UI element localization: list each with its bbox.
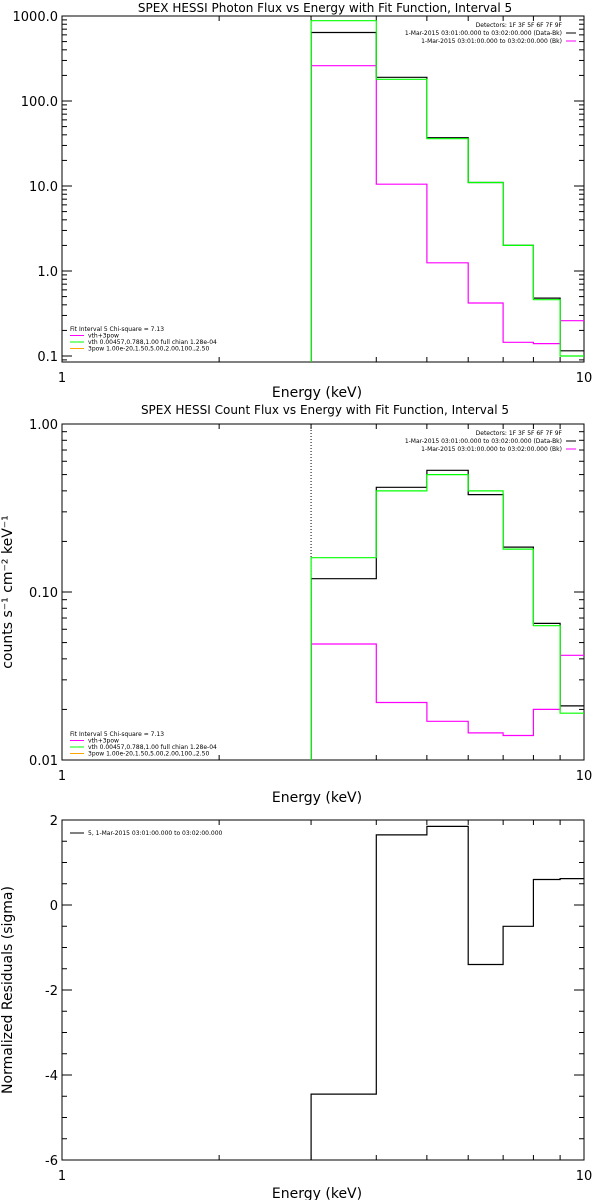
y-tick-label: 10.0 [29, 180, 58, 195]
y-tick-label: 1.00 [29, 418, 58, 433]
legend-left-entry: vth 0.00457,0.788,1.00 full chian 1.28e-… [88, 744, 217, 751]
y-tick-label: 0.1 [37, 350, 58, 365]
legend-right-entry: 1-Mar-2015 03:01:00.000 to 03:02:00.000 … [405, 438, 562, 445]
legend-right-entry: 1-Mar-2015 03:01:00.000 to 03:02:00.000 … [421, 446, 562, 453]
x-tick-label: 1 [58, 769, 66, 784]
legend-left-entry: 3pow 1.00e-20,1.50,5.00,2.00,100.,2.50 [88, 346, 209, 353]
chart-title: SPEX HESSI Count Flux vs Energy with Fit… [141, 403, 509, 417]
legend-left-entry: 3pow 1.00e-20,1.50,5.00,2.00,100.,2.50 [88, 751, 209, 758]
x-axis-label: Energy (keV) [272, 385, 362, 401]
y-tick-label: 0.10 [29, 586, 58, 601]
legend-left-entry: Fit Interval 5 Chi-square = 7.13 [70, 731, 164, 738]
x-tick-label: 1 [58, 371, 66, 386]
y-tick-label: -6 [45, 1154, 58, 1169]
x-axis-label: Energy (keV) [272, 1186, 362, 1200]
y-tick-label: 0 [50, 899, 58, 914]
legend-right-entry: 1-Mar-2015 03:01:00.000 to 03:02:00.000 … [405, 30, 562, 37]
chart-title: SPEX HESSI Photon Flux vs Energy with Fi… [138, 1, 512, 15]
legend-right-entry: Detectors: 1F 3F 5F 6F 7F 9F [476, 22, 563, 29]
legend-right-entry: 1-Mar-2015 03:01:00.000 to 03:02:00.000 … [421, 38, 562, 45]
legend-left-entry: Fit Interval 5 Chi-square = 7.13 [70, 326, 164, 333]
y-tick-label: -4 [45, 1069, 58, 1084]
legend-right-entry: Detectors: 1F 3F 5F 6F 7F 9F [476, 430, 563, 437]
y-tick-label: 1000.0 [13, 10, 59, 25]
legend-left-entry: 5, 1-Mar-2015 03:01:00.000 to 03:02:00.0… [88, 830, 223, 837]
y-axis-label: counts s⁻¹ cm⁻² keV⁻¹ [0, 515, 16, 669]
legend-left-entry: vth 0.00457,0.788,1.00 full chian 1.28e-… [88, 339, 217, 346]
y-tick-label: -2 [45, 984, 58, 999]
x-tick-label: 10 [576, 769, 593, 784]
y-tick-label: 0.01 [29, 754, 58, 769]
legend-left-entry: vth+3pow [88, 333, 119, 340]
x-tick-label: 10 [576, 1169, 593, 1184]
plot-frame [61, 15, 585, 363]
series-1-histogram [310, 643, 584, 760]
y-tick-label: 1.0 [37, 265, 58, 280]
y-tick-label: 100.0 [21, 95, 58, 110]
legend-left-entry: vth+3pow [88, 738, 119, 745]
series-2-histogram [310, 20, 584, 362]
series-2-histogram [310, 474, 584, 760]
series-0-histogram [310, 825, 584, 1160]
y-axis-label: Normalized Residuals (sigma) [0, 886, 16, 1094]
y-tick-label: 2 [50, 814, 58, 829]
x-tick-label: 10 [576, 371, 593, 386]
x-tick-label: 1 [58, 1169, 66, 1184]
x-axis-label: Energy (keV) [272, 790, 362, 806]
series-1-histogram [310, 65, 584, 362]
